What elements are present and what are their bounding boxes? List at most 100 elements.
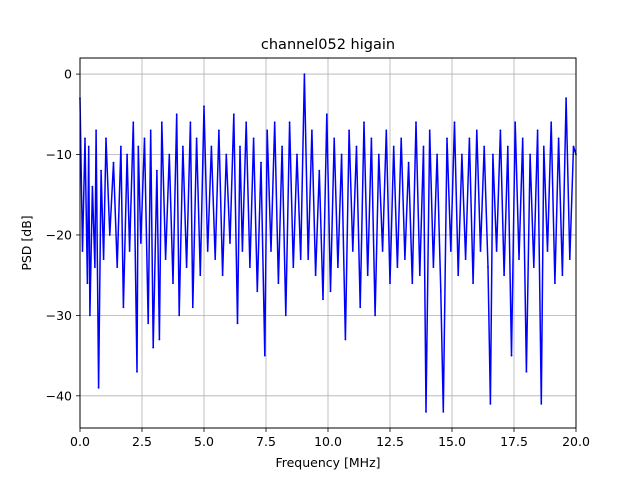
data-point — [108, 234, 111, 236]
x-axis-ticks: 0.0 2.5 5.0 7.5 10.0 12.5 15.0 17.5 20.0 — [70, 428, 590, 449]
data-point — [206, 250, 209, 252]
data-point — [239, 145, 241, 148]
data-point — [260, 161, 262, 164]
data-point — [340, 153, 343, 156]
data-point — [191, 306, 194, 309]
data-point — [120, 145, 122, 148]
data-point — [252, 137, 255, 140]
data-point — [210, 145, 213, 148]
data-point — [499, 129, 502, 132]
data-point — [182, 145, 184, 148]
data-point — [396, 266, 399, 268]
data-point — [392, 145, 395, 148]
data-point — [468, 137, 471, 140]
data-point — [147, 322, 150, 325]
y-tick-label: −20 — [46, 227, 72, 242]
x-tick-label: 0.0 — [70, 434, 90, 449]
data-point — [116, 266, 119, 268]
data-point — [311, 129, 313, 132]
data-point — [139, 242, 142, 244]
data-point — [536, 129, 539, 132]
data-point — [351, 250, 354, 252]
data-point — [348, 129, 350, 132]
data-point — [518, 258, 520, 260]
data-point — [195, 137, 198, 140]
data-point — [122, 306, 125, 309]
data-point — [385, 129, 388, 132]
data-point — [529, 153, 531, 156]
x-tick-label: 12.5 — [376, 434, 404, 449]
data-point — [503, 274, 505, 277]
data-point — [94, 266, 96, 268]
data-point — [236, 322, 239, 325]
data-point — [400, 137, 403, 140]
data-point — [263, 354, 266, 357]
series-line-0 — [79, 73, 577, 413]
data-point — [329, 290, 332, 293]
data-point — [442, 411, 445, 413]
data-point — [95, 129, 97, 132]
data-point — [292, 266, 295, 268]
data-point — [232, 113, 235, 116]
data-point — [542, 145, 545, 148]
data-point — [175, 113, 178, 116]
data-point — [178, 314, 181, 317]
data-point — [245, 121, 248, 124]
x-axis-label: Frequency [MHz] — [275, 455, 380, 470]
data-point — [521, 137, 524, 140]
y-tick-label: −30 — [46, 308, 72, 323]
data-point — [203, 105, 205, 108]
series-line-layer — [79, 73, 577, 413]
data-point — [472, 282, 474, 285]
data-point — [89, 314, 91, 317]
data-point — [540, 403, 543, 405]
data-point — [281, 145, 283, 148]
data-point — [100, 169, 102, 172]
data-point — [404, 258, 406, 260]
data-point — [137, 145, 140, 148]
data-point — [81, 250, 84, 252]
data-point — [436, 153, 438, 156]
data-point — [532, 266, 535, 268]
x-tick-label: 15.0 — [438, 434, 466, 449]
data-point — [407, 161, 410, 164]
data-point — [221, 274, 224, 277]
data-point — [149, 129, 152, 132]
data-point — [422, 145, 425, 148]
data-point — [565, 97, 567, 100]
data-point — [554, 282, 556, 285]
data-point — [143, 137, 146, 140]
x-tick-label: 10.0 — [314, 434, 342, 449]
data-point — [299, 258, 302, 260]
x-tick-label: 20.0 — [562, 434, 590, 449]
data-point — [189, 121, 192, 124]
data-point — [225, 153, 228, 156]
data-point — [457, 274, 460, 277]
data-point — [337, 266, 339, 268]
data-point — [105, 137, 107, 140]
data-point — [568, 258, 571, 260]
data-point — [97, 386, 100, 389]
data-point — [446, 137, 448, 140]
data-point — [483, 145, 486, 148]
data-point — [363, 121, 365, 124]
data-point — [432, 266, 435, 268]
data-point — [487, 266, 489, 268]
y-tick-label: −40 — [46, 388, 72, 403]
data-point — [461, 153, 463, 156]
data-point — [366, 274, 369, 277]
data-point — [128, 250, 131, 252]
x-tick-label: 5.0 — [194, 434, 214, 449]
data-point — [506, 145, 509, 148]
data-point — [418, 274, 421, 277]
y-tick-label: −10 — [46, 147, 72, 162]
data-point — [112, 161, 115, 164]
data-point — [370, 137, 373, 140]
data-point — [270, 250, 272, 252]
data-point — [160, 121, 163, 124]
data-point — [86, 282, 89, 285]
y-axis-ticks: 0 −10 −20 −30 −40 — [46, 67, 80, 403]
data-point — [425, 411, 427, 413]
